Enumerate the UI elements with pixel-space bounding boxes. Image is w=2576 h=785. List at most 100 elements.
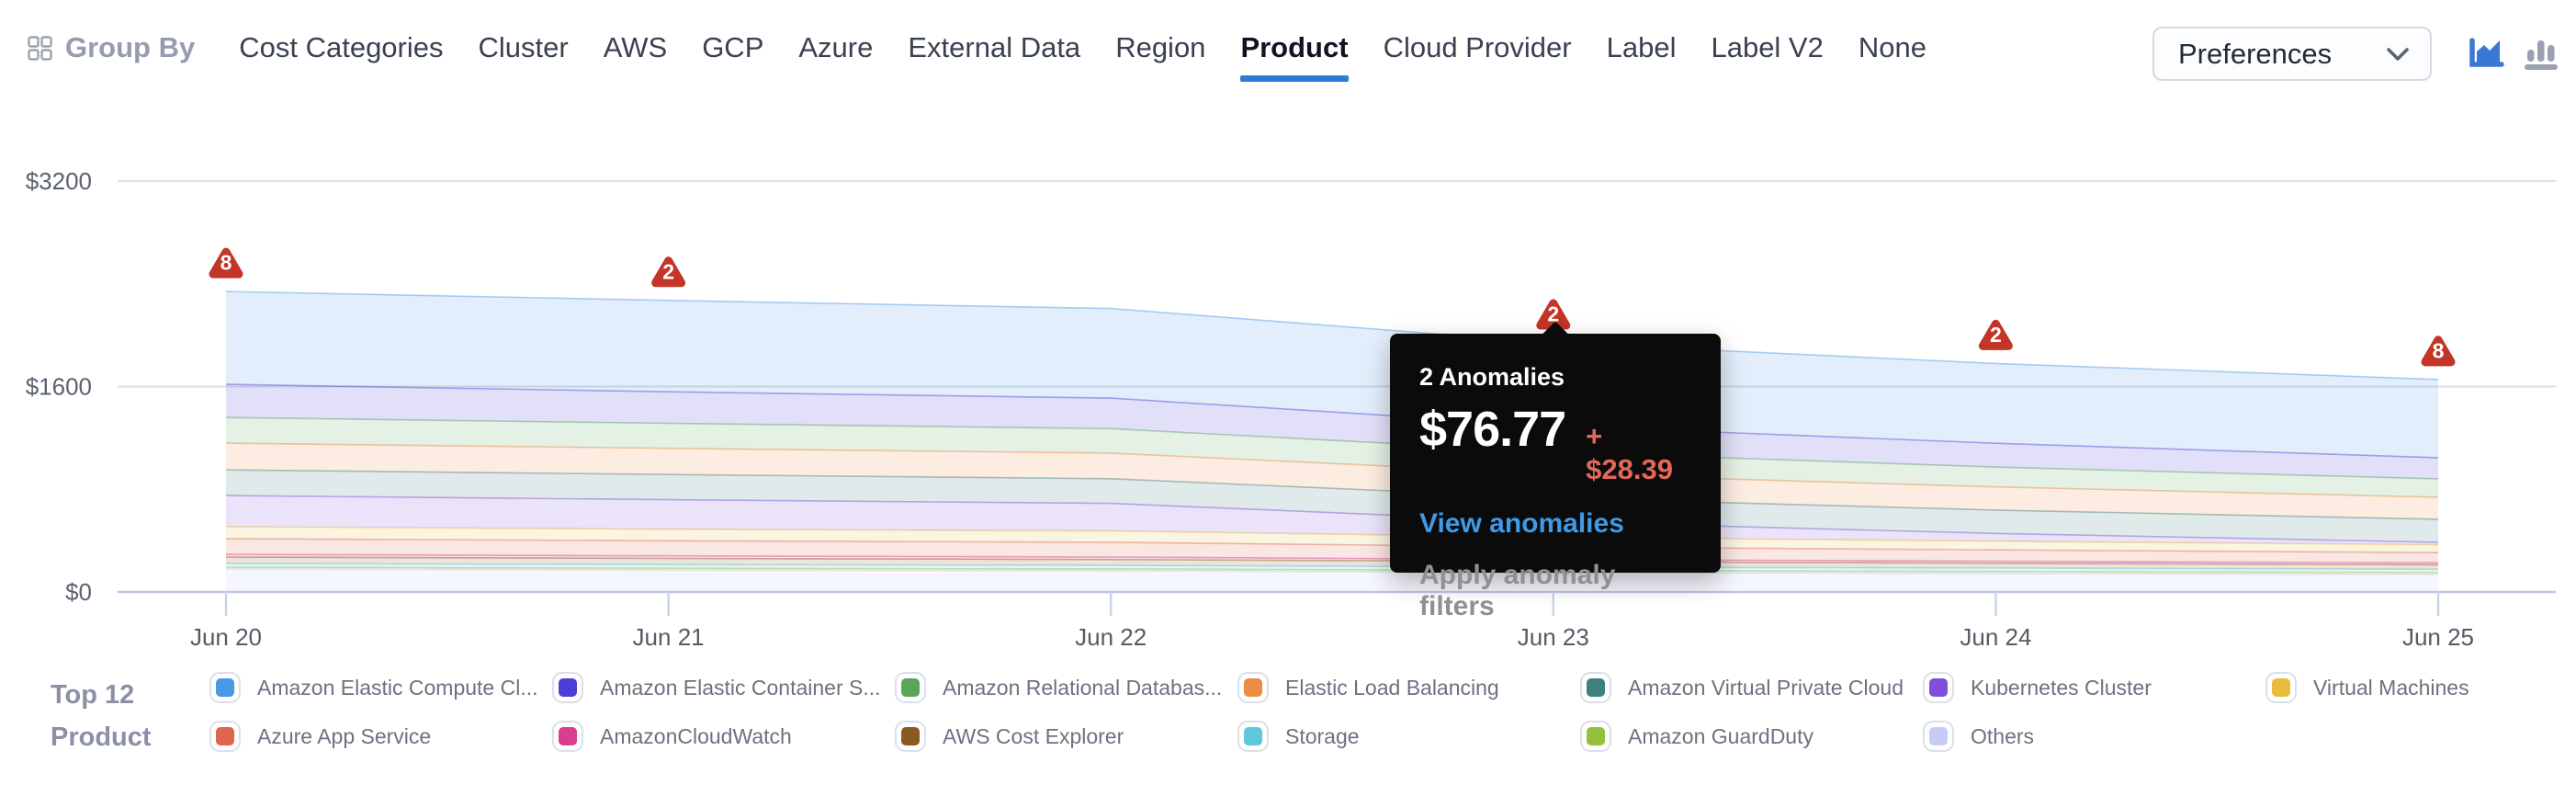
legend-label: Amazon GuardDuty — [1628, 723, 1813, 748]
x-axis-label: Jun 22 — [1075, 623, 1147, 651]
legend-label: AmazonCloudWatch — [600, 723, 792, 748]
legend-item[interactable]: Storage — [1237, 721, 1580, 752]
tooltip-delta: + $28.39 — [1586, 420, 1673, 485]
legend-item[interactable]: Kubernetes Cluster — [1923, 672, 2265, 703]
legend-item[interactable]: Amazon Virtual Private Cloud — [1580, 672, 1923, 703]
legend-swatch — [895, 672, 926, 703]
nav-tab[interactable]: GCP — [702, 31, 764, 63]
x-axis-label: Jun 24 — [1960, 623, 2031, 651]
area-band-edge — [225, 538, 2439, 553]
anomaly-badge[interactable]: 8 — [209, 247, 243, 279]
preferences-dropdown[interactable]: Preferences — [2152, 27, 2432, 81]
nav-tab[interactable]: AWS — [603, 31, 668, 63]
legend-swatch — [209, 672, 241, 703]
area-band — [226, 417, 2438, 497]
bar-chart-icon[interactable] — [2523, 37, 2559, 73]
area-band-edge — [225, 568, 2439, 575]
anomaly-triangle-icon — [2421, 336, 2456, 367]
legend-swatch — [1923, 721, 1954, 752]
group-by-tabs: Cost Categories Cluster AWS GCP Azure Ex… — [239, 31, 1926, 82]
legend-item[interactable]: Amazon GuardDuty — [1580, 721, 1923, 752]
anomaly-badge[interactable]: 8 — [2421, 336, 2456, 367]
legend-item[interactable]: Virtual Machines — [2265, 672, 2576, 703]
legend-label: Others — [1971, 723, 2035, 748]
legend-label: Kubernetes Cluster — [1971, 675, 2152, 700]
area-band-edge — [225, 416, 2439, 480]
x-axis-label: Jun 23 — [1518, 623, 1589, 651]
legend-swatch — [209, 721, 241, 752]
anomaly-count: 2 — [662, 259, 674, 283]
y-axis-label: $3200 — [26, 167, 92, 195]
legend-item[interactable]: Amazon Elastic Container S... — [552, 672, 895, 703]
legend-item[interactable]: Amazon Elastic Compute Cl... — [209, 672, 552, 703]
legend-item[interactable]: Elastic Load Balancing — [1237, 672, 1580, 703]
anomaly-count: 8 — [2433, 338, 2445, 362]
tooltip-amount: $76.77 — [1419, 402, 1566, 457]
legend-swatch — [1237, 721, 1269, 752]
nav-tab[interactable]: Label — [1606, 31, 1677, 63]
nav-tab[interactable]: Region — [1115, 31, 1206, 63]
area-band — [226, 443, 2438, 519]
area-band-edge — [225, 563, 2439, 571]
legend-item[interactable]: AWS Cost Explorer — [895, 721, 1237, 752]
nav-tab[interactable]: Azure — [798, 31, 874, 63]
legend-label: Amazon Elastic Compute Cl... — [257, 675, 538, 700]
legend: Amazon Elastic Compute Cl... Amazon Elas… — [209, 672, 2576, 752]
legend-label: Amazon Virtual Private Cloud — [1628, 675, 1904, 700]
anomaly-triangle-icon — [651, 256, 686, 288]
area-band-edge — [225, 553, 2439, 564]
x-axis-label: Jun 21 — [633, 623, 705, 651]
y-axis-label: $1600 — [26, 373, 92, 401]
legend-item[interactable]: Azure App Service — [209, 721, 552, 752]
area-band — [226, 539, 2438, 563]
nav-tab[interactable]: Label V2 — [1711, 31, 1824, 63]
anomaly-count: 2 — [1990, 323, 2002, 347]
nav-tab[interactable]: External Data — [908, 31, 1081, 63]
group-by-text: Group By — [65, 31, 196, 63]
area-band-edge — [225, 526, 2439, 546]
y-axis-label: $0 — [65, 578, 92, 606]
chart-type-toggle — [2466, 35, 2559, 73]
anomaly-tooltip: 2 Anomalies $76.77 + $28.39 View anomali… — [1390, 334, 1721, 621]
area-chart-icon[interactable] — [2466, 35, 2506, 73]
area-band-edge — [225, 556, 2439, 566]
nav-tab[interactable]: Cost Categories — [239, 31, 444, 63]
anomaly-count: 2 — [1547, 302, 1559, 326]
legend-swatch — [1923, 672, 1954, 703]
legend-swatch — [2265, 672, 2297, 703]
area-band-edge — [225, 442, 2439, 498]
preferences-label: Preferences — [2178, 37, 2333, 70]
anomaly-triangle-icon — [1978, 319, 2013, 350]
legend-item[interactable]: AmazonCloudWatch — [552, 721, 895, 752]
legend-item[interactable]: Amazon Relational Databas... — [895, 672, 1237, 703]
anomaly-triangle-icon — [209, 247, 243, 279]
area-band-edge — [225, 566, 2439, 574]
anomaly-badge[interactable]: 2 — [1978, 319, 2013, 350]
nav-tab[interactable]: None — [1858, 31, 1926, 63]
area-band-edge — [225, 383, 2439, 459]
group-by-label: Group By — [28, 31, 195, 64]
chevron-down-icon — [2387, 47, 2409, 61]
x-axis-label: Jun 25 — [2402, 623, 2474, 651]
area-band — [226, 569, 2438, 592]
view-anomalies-link[interactable]: View anomalies — [1419, 508, 1624, 539]
anomaly-count: 8 — [220, 251, 232, 275]
legend-swatch — [1237, 672, 1269, 703]
area-band — [226, 384, 2438, 479]
stacked-area-chart[interactable]: $0 $1600 $3200 Jun 20 Jun 21 Jun 22 Jun 23 Jun … — [0, 0, 2576, 653]
nav-tab[interactable]: Cluster — [478, 31, 569, 63]
apply-anomaly-filters-link[interactable]: Apply anomaly filters — [1419, 560, 1616, 621]
tooltip-title: 2 Anomalies — [1419, 363, 1565, 391]
area-band — [226, 291, 2438, 458]
area-band-edge — [225, 469, 2439, 520]
area-band — [226, 563, 2438, 573]
area-band-edge — [225, 495, 2439, 543]
nav-tab[interactable]: Product — [1240, 31, 1349, 82]
area-band — [226, 567, 2438, 575]
legend-label: Elastic Load Balancing — [1285, 675, 1499, 700]
nav-tab[interactable]: Cloud Provider — [1383, 31, 1572, 63]
group-by-grid-icon — [28, 35, 52, 61]
legend-item[interactable]: Others — [1923, 721, 2265, 752]
anomaly-badge[interactable]: 2 — [651, 256, 686, 288]
legend-swatch — [552, 721, 583, 752]
